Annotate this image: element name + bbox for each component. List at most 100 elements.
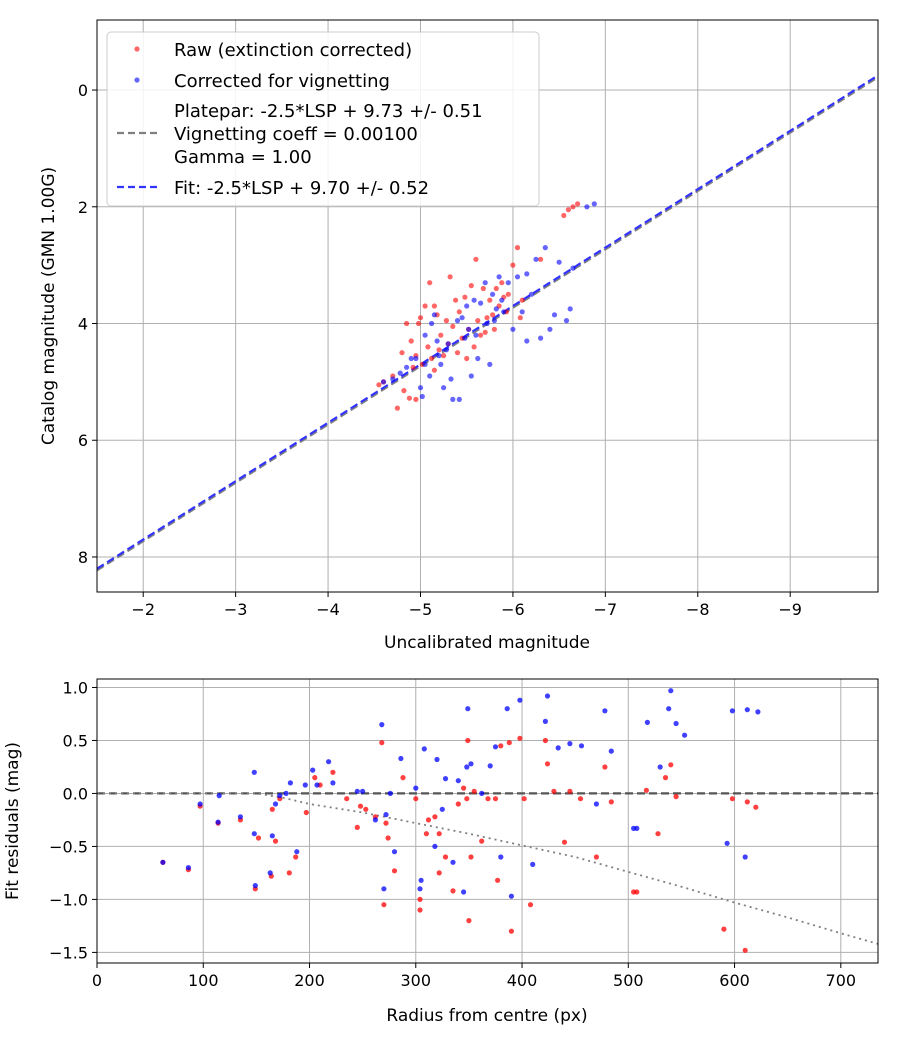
top-y-tick-label: 0 <box>78 81 88 100</box>
top-point-corrected <box>551 312 558 318</box>
bottom-point-corrected <box>432 843 438 850</box>
top-point-raw <box>427 280 433 286</box>
bottom-point-raw <box>744 799 750 805</box>
bottom-point-raw <box>255 835 262 841</box>
bottom-point-raw <box>608 799 614 805</box>
bottom-y-tick-label: −1.5 <box>49 943 88 962</box>
top-point-corrected <box>538 335 544 341</box>
top-point-raw <box>482 329 488 335</box>
bottom-point-raw <box>455 801 461 807</box>
bottom-point-corrected <box>421 746 427 752</box>
top-point-raw <box>514 245 521 251</box>
top-point-corrected <box>450 396 456 402</box>
bottom-point-raw <box>508 928 514 934</box>
top-point-corrected <box>493 306 499 312</box>
bottom-point-corrected <box>287 780 293 786</box>
top-x-tick-label: −8 <box>686 600 710 619</box>
top-point-raw <box>462 294 468 300</box>
top-point-raw <box>408 338 414 344</box>
bottom-point-raw <box>521 796 527 802</box>
bottom-point-corrected <box>657 764 663 770</box>
bottom-point-raw <box>466 918 472 924</box>
top-point-raw <box>491 326 497 332</box>
top-y-tick-label: 8 <box>78 548 88 567</box>
bottom-y-tick-label: 1.0 <box>63 678 88 697</box>
bottom-grid <box>96 679 878 963</box>
top-point-corrected <box>475 355 481 362</box>
bottom-point-raw <box>542 737 549 744</box>
bottom-point-raw <box>344 796 350 802</box>
bottom-point-corrected <box>542 718 549 725</box>
top-point-corrected <box>473 332 479 338</box>
bottom-x-tick-label: 200 <box>294 971 325 990</box>
top-point-raw <box>575 201 581 207</box>
bottom-x-tick-label: 400 <box>507 971 538 990</box>
top-point-raw <box>487 297 493 303</box>
bottom-point-raw <box>506 740 512 746</box>
top-point-corrected <box>519 309 525 315</box>
bottom-point-raw <box>729 796 736 802</box>
top-point-corrected <box>505 280 511 286</box>
bottom-point-raw <box>634 889 640 895</box>
bottom-point-corrected <box>251 831 257 837</box>
top-point-raw <box>410 364 416 370</box>
top-point-corrected <box>471 297 477 303</box>
bottom-point-raw <box>417 907 423 913</box>
top-point-raw <box>475 318 481 324</box>
bottom-point-raw <box>391 868 398 874</box>
top-point-corrected <box>524 338 530 344</box>
top-point-corrected <box>429 320 435 327</box>
bottom-point-corrected <box>267 870 273 876</box>
bottom-point-corrected <box>160 859 166 865</box>
bottom-point-corrected <box>418 877 424 883</box>
legend-label-gamma: Gamma = 1.00 <box>174 147 312 168</box>
top-point-raw <box>429 355 435 362</box>
bottom-point-corrected <box>442 776 449 782</box>
bottom-point-corrected <box>508 893 514 899</box>
top-x-tick-label: −6 <box>501 600 525 619</box>
bottom-point-raw <box>269 806 275 812</box>
bottom-point-corrected <box>354 788 360 794</box>
bottom-point-raw <box>417 896 423 903</box>
bottom-point-corrected <box>729 708 736 714</box>
bottom-point-raw <box>385 835 391 841</box>
bottom-point-raw <box>450 888 456 894</box>
top-point-raw <box>478 332 484 338</box>
top-point-raw <box>505 291 511 297</box>
top-point-raw <box>399 350 405 356</box>
bottom-point-corrected <box>555 745 561 751</box>
bottom-point-corrected <box>461 889 467 895</box>
top-point-corrected <box>570 265 576 271</box>
bottom-point-raw <box>293 854 299 860</box>
bottom-point-raw <box>363 806 369 812</box>
bottom-point-raw <box>442 854 449 860</box>
bottom-point-raw <box>400 775 406 781</box>
legend-marker-raw <box>134 46 140 52</box>
top-point-raw <box>464 355 470 362</box>
bottom-point-raw <box>492 796 499 802</box>
bottom-point-corrected <box>185 865 191 871</box>
top-x-tick-label: −9 <box>778 600 802 619</box>
top-point-raw <box>422 303 428 309</box>
bottom-y-tick-label: −0.5 <box>49 837 88 856</box>
bottom-point-corrected <box>755 709 761 715</box>
top-point-corrected <box>448 376 454 382</box>
top-point-raw <box>441 353 447 359</box>
top-y-tick-label: 6 <box>78 431 88 450</box>
bottom-point-raw <box>468 854 474 860</box>
bottom-point-corrected <box>383 812 389 818</box>
top-legend: Raw (extinction corrected) Corrected for… <box>106 31 540 207</box>
top-point-corrected <box>427 373 433 379</box>
top-point-raw <box>493 285 499 292</box>
bottom-y-tick-label: 0.0 <box>63 784 88 803</box>
top-point-raw <box>431 303 437 309</box>
bottom-x-tick-label: 0 <box>92 971 102 990</box>
top-point-corrected <box>466 326 472 332</box>
top-y-tick-label: 4 <box>78 315 88 334</box>
top-point-corrected <box>499 297 505 303</box>
bottom-point-raw <box>465 737 471 744</box>
top-point-raw <box>453 297 459 303</box>
bottom-point-raw <box>498 743 504 749</box>
top-point-raw <box>484 315 490 321</box>
top-point-corrected <box>408 355 414 362</box>
